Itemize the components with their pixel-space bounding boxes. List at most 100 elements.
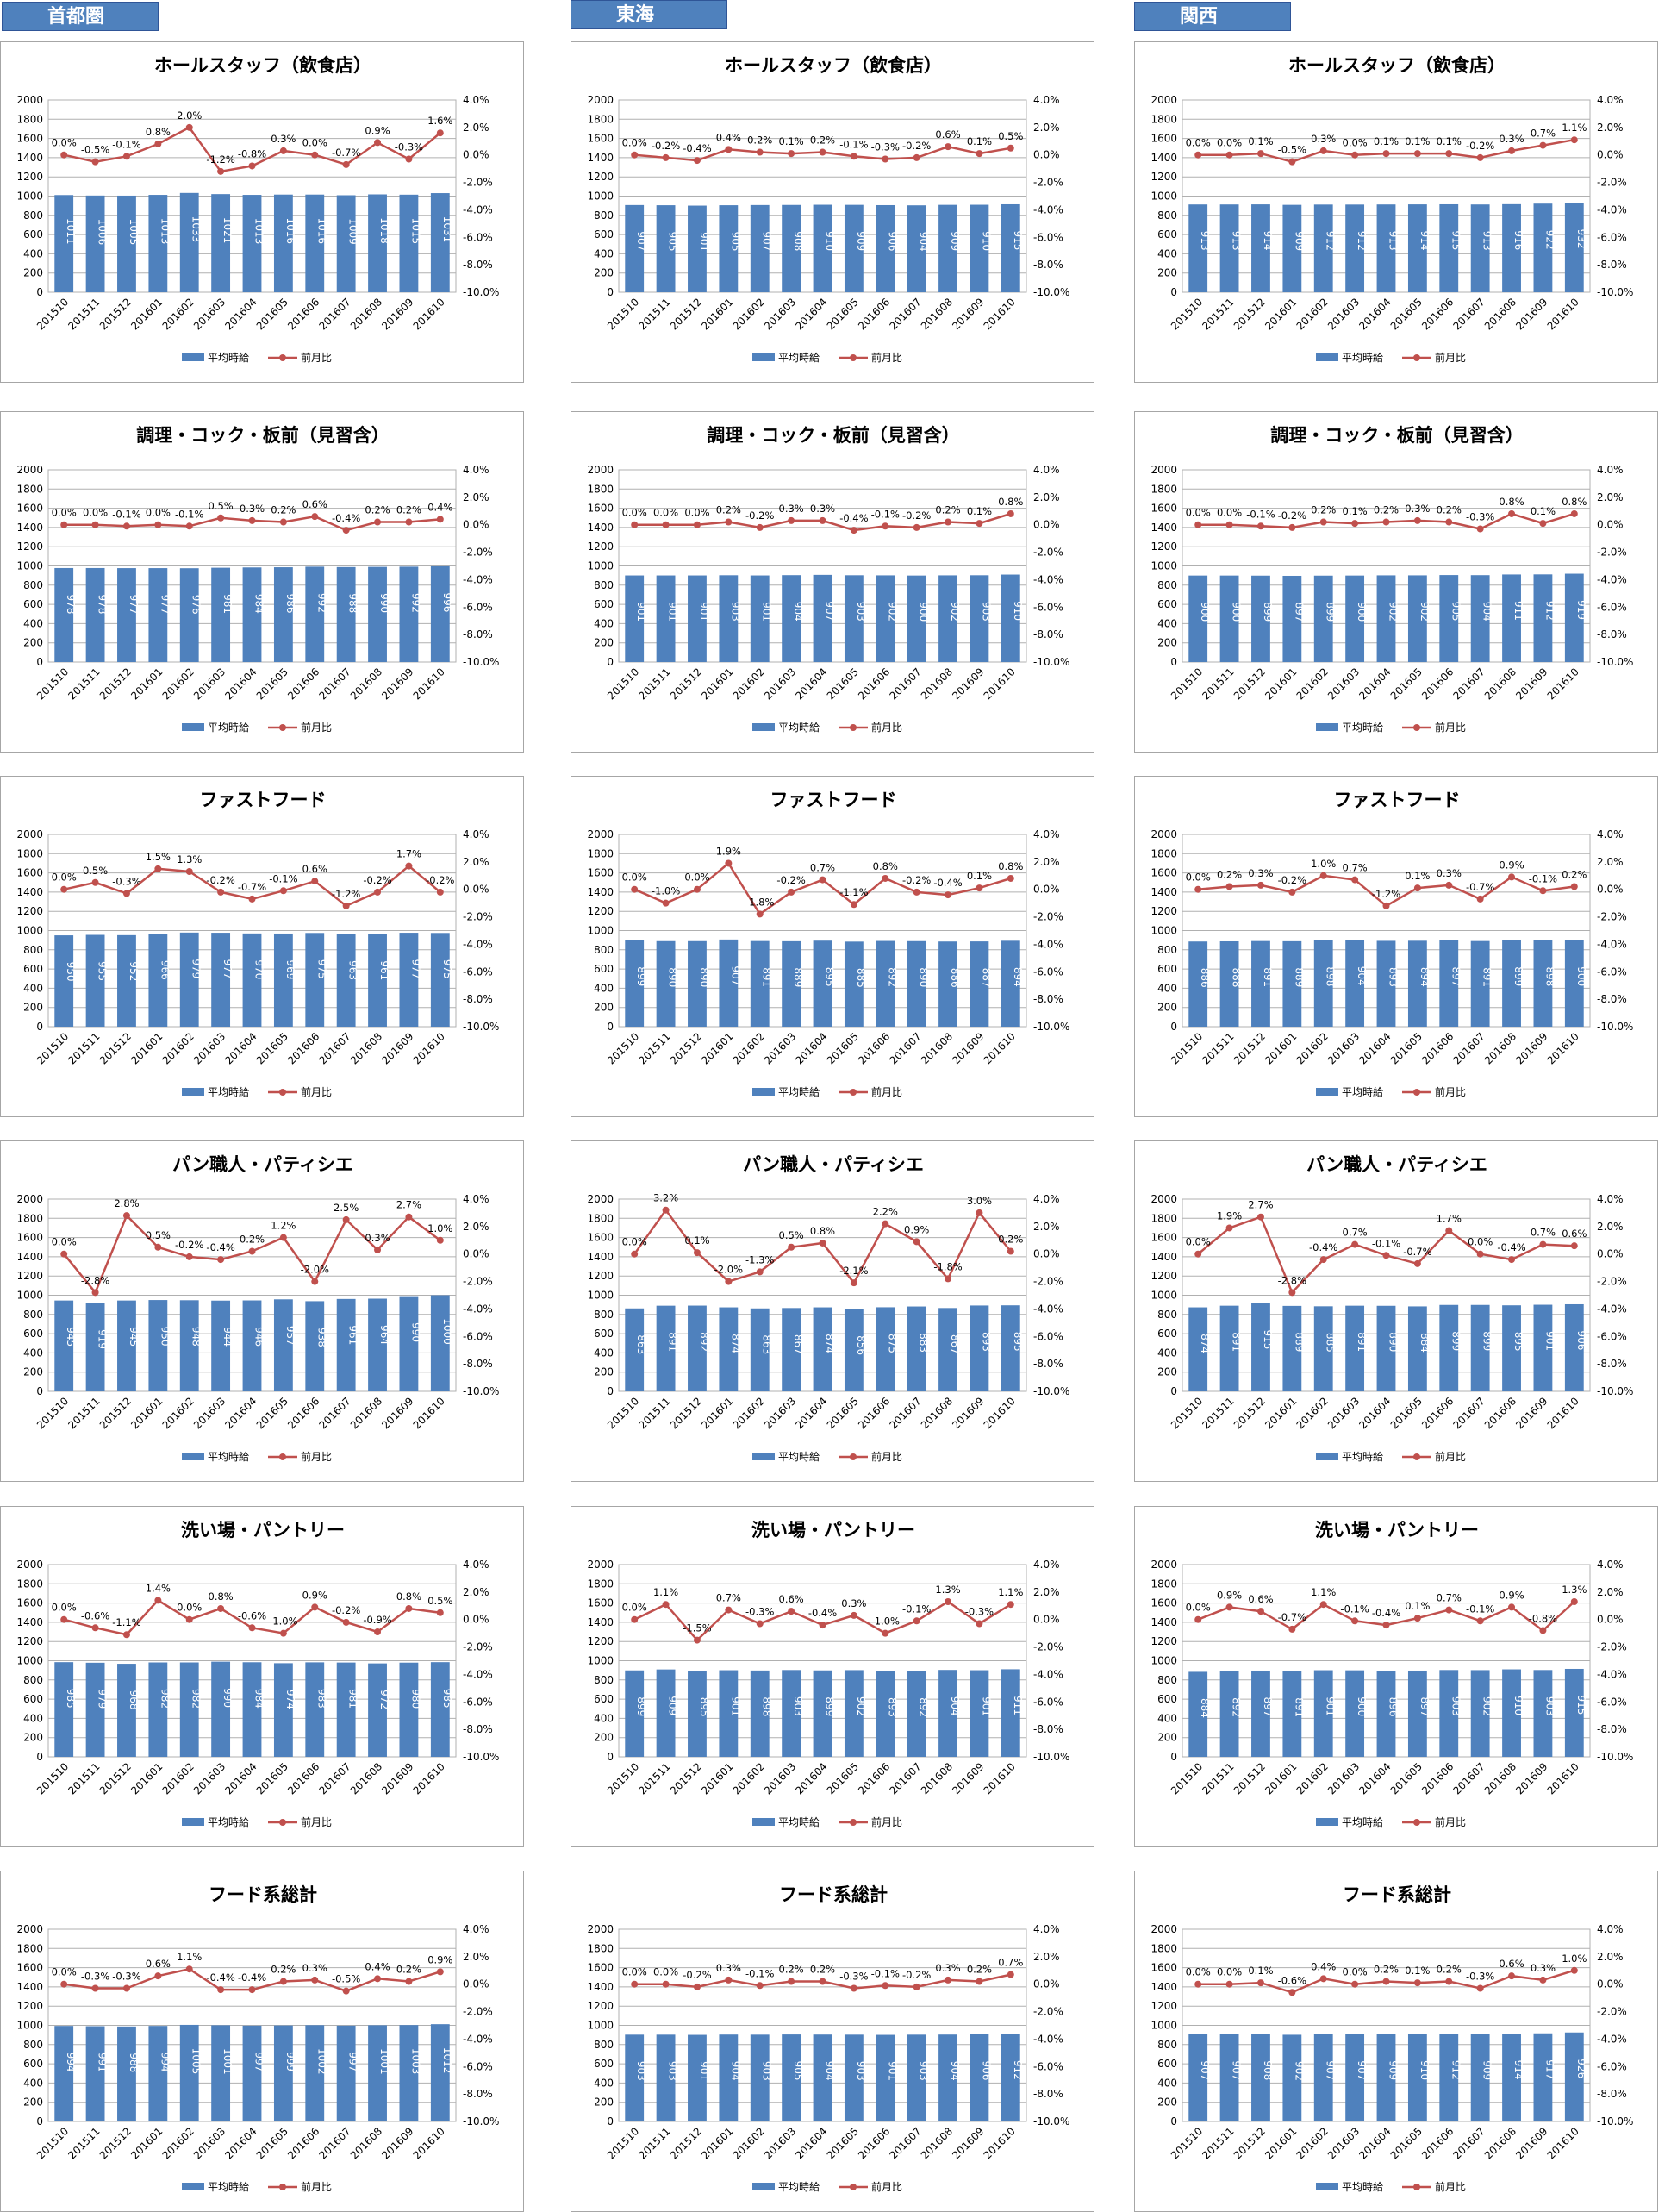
bar-value-label: 907	[1325, 2060, 1337, 2080]
bar	[1564, 1303, 1584, 1391]
x-tick-label: 201512	[97, 665, 134, 702]
y-tick-label: 1800	[1150, 1942, 1177, 1954]
line-point	[725, 1606, 733, 1614]
line-point	[1382, 518, 1390, 526]
bar-value-label: 874	[824, 1334, 836, 1353]
y2-tick-label: 4.0%	[1033, 828, 1060, 840]
line-point	[913, 523, 920, 531]
y-tick-label: 800	[1157, 579, 1177, 591]
x-tick-label: 201605	[254, 1030, 290, 1066]
y-tick-label: 200	[1157, 267, 1177, 279]
x-tick-label: 201602	[160, 1760, 196, 1796]
line-point	[122, 153, 130, 160]
x-tick-label: 201601	[699, 665, 735, 702]
line-point	[1508, 1603, 1516, 1611]
bar	[273, 1299, 293, 1391]
bar	[368, 934, 387, 1027]
bar-value-label: 1009	[347, 218, 359, 245]
y-tick-label: 1800	[587, 113, 614, 125]
chart-panel: パン職人・パティシエ 0 200 400 600 800 1000 1200 1400 1600 1…	[571, 1140, 1094, 1482]
y2-tick-label: -6.0%	[1033, 1330, 1063, 1342]
bar	[907, 205, 926, 292]
y-tick-label: 1600	[587, 867, 614, 879]
line-point	[122, 522, 130, 530]
point-label: 0.0%	[1343, 1966, 1368, 1978]
bar	[938, 204, 957, 292]
bar-value-label: 911	[1012, 1696, 1024, 1715]
line-point	[882, 522, 889, 530]
y2-tick-label: 4.0%	[463, 828, 489, 840]
point-label: 0.4%	[427, 501, 452, 513]
y-tick-label: 1200	[1150, 541, 1177, 553]
bar-value-label: 1012	[441, 2047, 453, 2074]
point-label: 2.7%	[1248, 1199, 1273, 1211]
point-label: 0.3%	[365, 1232, 390, 1244]
y-tick-label: 800	[23, 1674, 43, 1686]
line-point	[693, 157, 701, 165]
line-point	[91, 878, 99, 886]
bar-value-label: 1003	[409, 2048, 421, 2075]
bar	[1313, 1670, 1333, 1757]
x-tick-label: 201609	[379, 665, 415, 702]
point-label: -0.1%	[1246, 508, 1275, 520]
point-label: 1.7%	[1437, 1213, 1462, 1225]
x-tick-label: 201511	[65, 296, 102, 332]
bar	[148, 934, 168, 1027]
line-point	[850, 527, 857, 534]
line-point	[1570, 509, 1578, 517]
point-label: -1.8%	[933, 1260, 962, 1272]
legend-line-label: 前月比	[301, 351, 332, 364]
point-label: -0.4%	[808, 1607, 837, 1619]
x-tick-label: 201511	[636, 1030, 672, 1066]
line-point	[1476, 895, 1484, 903]
y-tick-label: 1800	[16, 483, 43, 495]
x-tick-label: 201601	[699, 1395, 735, 1431]
bar	[430, 1295, 450, 1391]
legend-bar-swatch	[182, 1088, 204, 1096]
x-tick-label: 201512	[1231, 1760, 1268, 1796]
y-tick-label: 0	[607, 1385, 614, 1397]
x-tick-label: 201605	[1388, 1760, 1425, 1796]
bar-value-label: 977	[221, 959, 234, 979]
point-label: -0.1%	[1340, 1603, 1369, 1615]
x-tick-label: 201608	[1482, 1395, 1518, 1431]
line-point	[342, 1618, 350, 1626]
point-label: -0.2%	[745, 509, 774, 522]
x-tick-label: 201607	[887, 1760, 923, 1796]
x-tick-label: 201607	[887, 296, 923, 332]
bar-value-label: 977	[409, 959, 421, 979]
y2-tick-label: -6.0%	[1033, 2060, 1063, 2072]
line-point	[913, 1617, 920, 1625]
bar-value-label: 906	[1575, 1331, 1587, 1351]
chart-panel: 調理・コック・板前（見習含） 0 200 400 600 800 1000 1200 1400 1…	[571, 411, 1094, 753]
x-tick-label: 201605	[1388, 2125, 1425, 2161]
y2-tick-label: -10.0%	[463, 1751, 499, 1763]
bar	[656, 2034, 676, 2121]
point-label: -0.2%	[1466, 140, 1494, 152]
x-tick-label: 201604	[793, 1395, 829, 1431]
x-tick-label: 201602	[731, 1760, 767, 1796]
point-label: -0.3%	[871, 141, 900, 153]
bar-value-label: 892	[886, 967, 898, 987]
point-label: 0.3%	[716, 1962, 741, 1974]
y-tick-label: 800	[23, 944, 43, 956]
y-tick-label: 1400	[1150, 1616, 1177, 1628]
bar	[907, 1306, 926, 1391]
y-tick-label: 600	[594, 2058, 614, 2070]
bar-value-label: 912	[1543, 601, 1556, 621]
y-tick-label: 1200	[16, 1635, 43, 1647]
chart-svg: ホールスタッフ（飲食店）0200400600800100012001400160…	[1150, 55, 1633, 364]
bar	[117, 568, 136, 662]
point-label: -0.1%	[871, 508, 900, 520]
x-tick-label: 201512	[668, 2125, 704, 2161]
y-tick-label: 1200	[16, 905, 43, 917]
bar	[1282, 2034, 1302, 2121]
point-label: 0.7%	[1343, 862, 1368, 874]
bar	[1439, 203, 1459, 292]
bar-value-label: 884	[1199, 1698, 1211, 1718]
x-tick-label: 201512	[1231, 665, 1268, 702]
y2-tick-label: 2.0%	[1597, 1221, 1624, 1233]
bar	[242, 195, 262, 292]
y2-tick-label: -6.0%	[1033, 231, 1063, 243]
legend-bar-swatch	[752, 1088, 775, 1096]
